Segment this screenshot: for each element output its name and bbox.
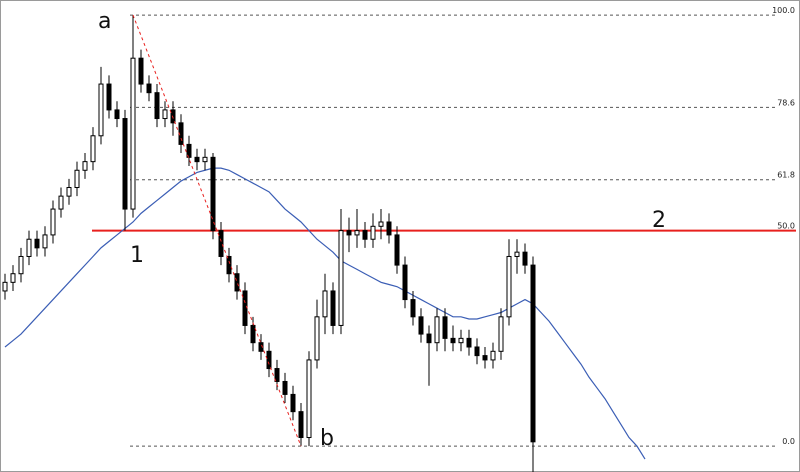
candle-body [362,230,368,240]
candle-body [66,187,72,197]
candle-body [274,368,280,382]
candle-body [506,255,512,318]
candle-body [402,264,408,301]
candle-body [26,238,32,257]
candle-body [50,208,56,236]
annotation: a [98,9,111,34]
candle-body [338,230,344,326]
candle-body [530,264,536,443]
candle-body [290,393,296,413]
candle-body [282,380,288,395]
candle-body [410,299,416,318]
candle-body [474,346,480,357]
candle-body [242,290,248,326]
candle-body [74,169,80,189]
candle-body [186,143,192,158]
candle-body [314,316,320,361]
candle-body [234,273,240,292]
candle-body [490,350,496,361]
fib-level-label: 78.6 [777,98,795,107]
candle-body [458,337,464,344]
fib-level-label: 100.0 [772,6,795,15]
candle-body [106,83,112,111]
candle-body [298,411,304,439]
candle-body [10,273,16,283]
candle-body [218,230,224,257]
candle-body [426,333,432,344]
candle-body [250,324,256,344]
annotation: b [320,426,334,451]
fib-anchor-line [132,14,302,447]
candle-body [114,109,120,120]
candle-body [266,350,272,370]
annotation: 2 [652,208,666,233]
candle-body [162,109,168,120]
candle-body [514,251,520,257]
candle-body [418,316,424,335]
fib-level-label: 50.0 [777,222,795,231]
candle-body [482,355,488,361]
moving-average [4,167,646,460]
fib-level-label: 61.8 [777,171,795,180]
candle-body [386,221,392,236]
candle-body [306,359,312,439]
candle-body [354,230,360,236]
candle-body [322,290,328,318]
candle-body [2,281,8,292]
candle-body [442,316,448,339]
candle-body [138,57,144,85]
candle-body [18,255,24,275]
candle-body [330,290,336,326]
candle-body [58,195,64,210]
fib-level-label: 0.0 [782,437,795,446]
candle-body [34,238,40,249]
candle-body [466,337,472,348]
candle-body [98,83,104,137]
candle-body [194,156,200,163]
candle-body [258,342,264,352]
candle-body [90,135,96,163]
candle-body [42,234,48,249]
candle-body [82,161,88,171]
candle-body [210,156,216,232]
candle-body [346,230,352,236]
candle-body [370,225,376,240]
candle-body [450,337,456,344]
annotation: 1 [130,243,144,268]
candle-body [154,92,160,120]
candle-body [122,118,128,210]
candle-body [498,316,504,352]
candle-body [202,156,208,163]
candle-body [434,316,440,344]
candle-body [130,57,136,210]
candle-body [522,251,528,266]
candle-body [146,83,152,94]
candle-body [226,255,232,275]
candle-body [394,234,400,266]
candle-body [378,221,384,227]
